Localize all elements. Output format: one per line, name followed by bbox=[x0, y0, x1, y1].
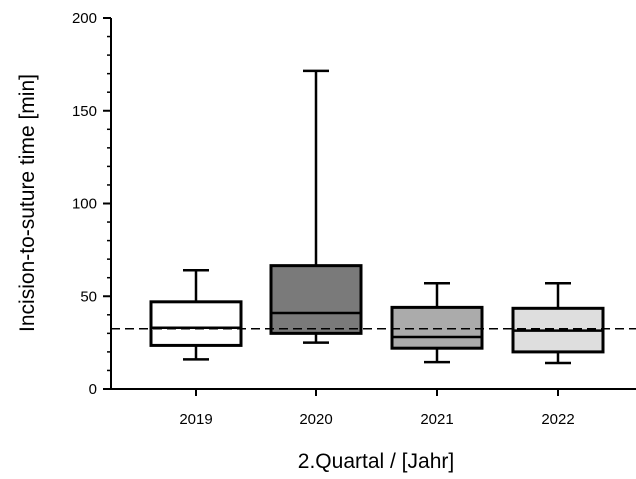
y-tick-label-150: 150 bbox=[72, 103, 97, 120]
x-axis-title: 2.Quartal / [Jahr] bbox=[298, 450, 454, 473]
y-tick-label-100: 100 bbox=[72, 196, 97, 213]
iqr-box-2020 bbox=[269, 264, 363, 335]
axes: 0 50 100 150 200 2019 2020 2021 2022 bbox=[72, 10, 636, 428]
box-2019 bbox=[149, 269, 243, 361]
y-axis-title: Incision-to-suture time [min] bbox=[16, 74, 39, 332]
y-tick-label-50: 50 bbox=[80, 288, 97, 305]
box-2021 bbox=[390, 282, 484, 364]
y-tick-label-0: 0 bbox=[89, 381, 97, 398]
x-tick-label-2019: 2019 bbox=[179, 411, 212, 428]
iqr-box-2019 bbox=[149, 300, 243, 347]
box-2022 bbox=[511, 282, 605, 365]
iqr-box-2021 bbox=[390, 305, 484, 350]
x-tick-label-2021: 2021 bbox=[420, 411, 453, 428]
box-2020 bbox=[269, 69, 363, 344]
boxes bbox=[149, 69, 605, 365]
y-tick-label-200: 200 bbox=[72, 10, 97, 27]
x-tick-label-2022: 2022 bbox=[541, 411, 574, 428]
x-tick-label-2020: 2020 bbox=[299, 411, 332, 428]
